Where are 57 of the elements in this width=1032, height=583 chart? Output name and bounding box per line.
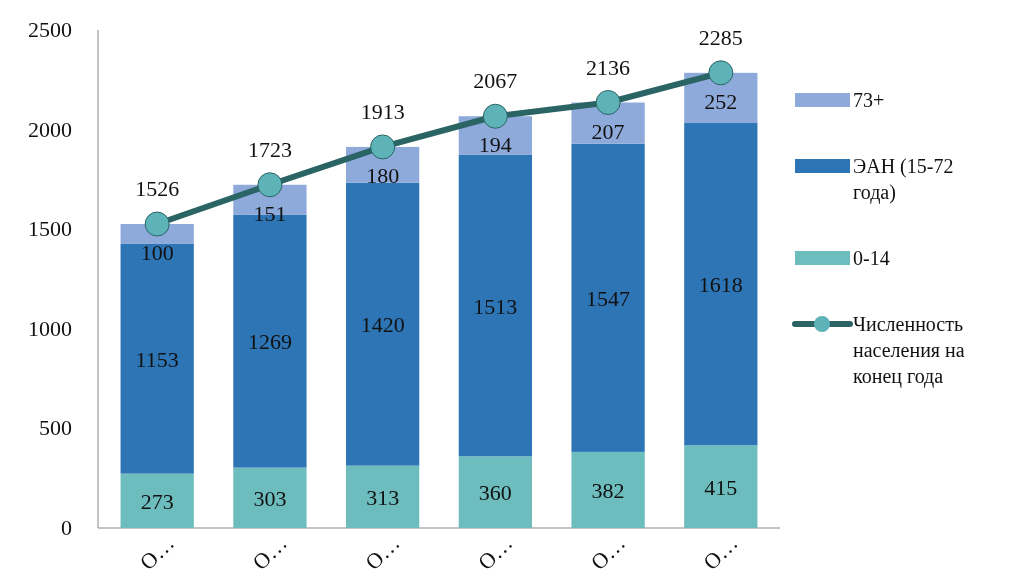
data-label: 1547 (586, 285, 631, 311)
data-label: 415 (704, 474, 738, 500)
data-label: 1913 (360, 98, 405, 124)
point (482, 103, 508, 129)
x-tick-label: O… (698, 530, 743, 575)
data-label: 1420 (360, 312, 405, 338)
data-label: 207 (591, 118, 625, 144)
data-label: 313 (366, 484, 400, 510)
data-label: 2067 (473, 68, 518, 94)
bar (458, 154, 532, 457)
data-label: 382 (591, 477, 625, 503)
data-label: 360 (478, 480, 512, 506)
point (370, 134, 396, 160)
point (708, 60, 734, 86)
bar (684, 123, 758, 446)
x-tick-label: O… (472, 530, 518, 575)
bar (346, 182, 420, 466)
point (144, 211, 170, 237)
data-label: 303 (253, 485, 287, 511)
data-label: 194 (478, 132, 512, 158)
data-label: 273 (140, 488, 174, 514)
data-label: 252 (704, 88, 738, 114)
data-label: 1269 (247, 329, 292, 355)
bar (458, 456, 532, 528)
y-tick-label: 1500 (28, 216, 72, 242)
data-label: 1723 (247, 136, 292, 162)
data-label: 2285 (698, 24, 743, 50)
data-label: 1526 (135, 176, 180, 202)
data-label: 1153 (135, 346, 179, 372)
bar (120, 473, 194, 528)
y-tick-label: 0 (61, 515, 72, 540)
data-label: 2136 (586, 54, 631, 80)
data-label: 100 (140, 240, 174, 266)
point (257, 172, 283, 198)
bar (684, 445, 758, 528)
legend-label: 73+ (853, 89, 885, 111)
bar (120, 243, 194, 474)
x-tick-label: O… (134, 530, 180, 575)
data-label: 1513 (473, 293, 518, 319)
data-label: 1618 (698, 272, 743, 298)
y-tick-label: 2000 (28, 116, 72, 142)
x-tick-label: O… (247, 530, 292, 575)
data-label: 180 (366, 162, 400, 188)
bar (571, 451, 645, 528)
y-tick-label: 1000 (28, 315, 72, 341)
y-tick-label: 500 (39, 415, 72, 441)
legend-label: ЭАН (15-72 года) (853, 155, 954, 204)
point (595, 90, 621, 116)
bar (346, 465, 420, 528)
x-tick-label: O… (585, 530, 630, 575)
y-tick-label: 2500 (28, 17, 72, 42)
bar (571, 143, 645, 452)
x-tick-label: O… (360, 530, 405, 575)
bar (233, 467, 307, 528)
legend-label: Численность населения на конец года (853, 313, 965, 388)
data-label: 151 (253, 200, 287, 226)
legend-label: 0-14 (853, 247, 890, 269)
